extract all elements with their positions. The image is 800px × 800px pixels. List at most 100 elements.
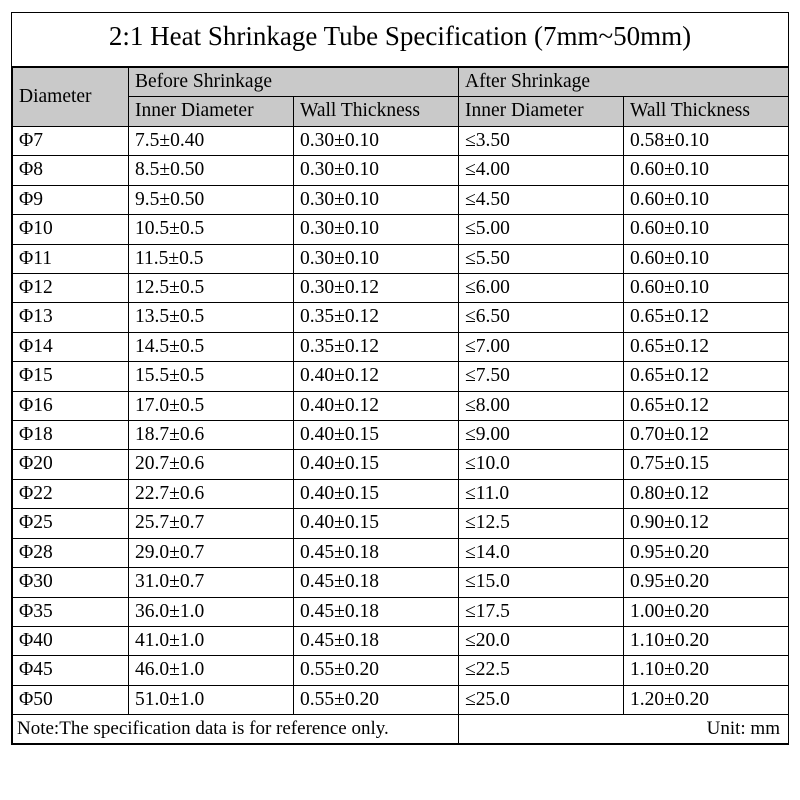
cell-d: Φ12: [13, 273, 129, 302]
cell-b_id: 22.7±0.6: [129, 479, 294, 508]
cell-b_wt: 0.45±0.18: [294, 627, 459, 656]
table-title: 2:1 Heat Shrinkage Tube Specification (7…: [12, 13, 788, 67]
cell-d: Φ8: [13, 156, 129, 185]
table-row: Φ1010.5±0.50.30±0.10≤5.000.60±0.10: [13, 215, 789, 244]
table-row: Φ2020.7±0.60.40±0.15≤10.00.75±0.15: [13, 450, 789, 479]
cell-a_wt: 0.65±0.12: [624, 303, 789, 332]
cell-b_wt: 0.30±0.10: [294, 126, 459, 155]
cell-a_id: ≤15.0: [459, 568, 624, 597]
cell-b_wt: 0.30±0.12: [294, 273, 459, 302]
header-diameter: Diameter: [13, 68, 129, 127]
cell-a_wt: 0.70±0.12: [624, 421, 789, 450]
cell-a_id: ≤8.00: [459, 391, 624, 420]
header-before-inner: Inner Diameter: [129, 97, 294, 126]
cell-d: Φ11: [13, 244, 129, 273]
cell-b_id: 25.7±0.7: [129, 509, 294, 538]
table-row: Φ5051.0±1.00.55±0.20≤25.01.20±0.20: [13, 685, 789, 714]
cell-a_wt: 0.65±0.12: [624, 362, 789, 391]
cell-b_wt: 0.35±0.12: [294, 303, 459, 332]
table-row: Φ4041.0±1.00.45±0.18≤20.01.10±0.20: [13, 627, 789, 656]
header-after-wall: Wall Thickness: [624, 97, 789, 126]
cell-b_wt: 0.45±0.18: [294, 568, 459, 597]
cell-b_wt: 0.30±0.10: [294, 215, 459, 244]
cell-b_wt: 0.30±0.10: [294, 185, 459, 214]
cell-d: Φ50: [13, 685, 129, 714]
cell-b_id: 7.5±0.40: [129, 126, 294, 155]
spec-table: Diameter Before Shrinkage After Shrinkag…: [12, 67, 789, 744]
table-row: Φ4546.0±1.00.55±0.20≤22.51.10±0.20: [13, 656, 789, 685]
table-row: Φ99.5±0.500.30±0.10≤4.500.60±0.10: [13, 185, 789, 214]
cell-b_wt: 0.40±0.15: [294, 509, 459, 538]
cell-d: Φ7: [13, 126, 129, 155]
cell-b_id: 36.0±1.0: [129, 597, 294, 626]
cell-d: Φ14: [13, 332, 129, 361]
cell-d: Φ30: [13, 568, 129, 597]
cell-a_wt: 0.95±0.20: [624, 568, 789, 597]
table-row: Φ2525.7±0.70.40±0.15≤12.50.90±0.12: [13, 509, 789, 538]
cell-b_wt: 0.40±0.12: [294, 362, 459, 391]
cell-b_wt: 0.40±0.15: [294, 450, 459, 479]
cell-b_id: 8.5±0.50: [129, 156, 294, 185]
cell-a_wt: 0.60±0.10: [624, 244, 789, 273]
cell-d: Φ35: [13, 597, 129, 626]
cell-b_id: 51.0±1.0: [129, 685, 294, 714]
table-row: Φ1111.5±0.50.30±0.10≤5.500.60±0.10: [13, 244, 789, 273]
spec-table-container: 2:1 Heat Shrinkage Tube Specification (7…: [11, 12, 789, 745]
cell-b_id: 10.5±0.5: [129, 215, 294, 244]
cell-a_wt: 0.95±0.20: [624, 538, 789, 567]
table-row: Φ2829.0±0.70.45±0.18≤14.00.95±0.20: [13, 538, 789, 567]
footer-unit: Unit: mm: [459, 715, 789, 744]
cell-b_wt: 0.30±0.10: [294, 156, 459, 185]
cell-b_id: 13.5±0.5: [129, 303, 294, 332]
cell-d: Φ28: [13, 538, 129, 567]
cell-d: Φ25: [13, 509, 129, 538]
cell-a_id: ≤4.50: [459, 185, 624, 214]
cell-b_id: 17.0±0.5: [129, 391, 294, 420]
cell-a_id: ≤20.0: [459, 627, 624, 656]
cell-b_wt: 0.30±0.10: [294, 244, 459, 273]
cell-b_wt: 0.40±0.15: [294, 479, 459, 508]
cell-b_wt: 0.55±0.20: [294, 656, 459, 685]
table-row: Φ1313.5±0.50.35±0.12≤6.500.65±0.12: [13, 303, 789, 332]
cell-d: Φ15: [13, 362, 129, 391]
cell-a_wt: 1.20±0.20: [624, 685, 789, 714]
cell-d: Φ22: [13, 479, 129, 508]
table-row: Φ88.5±0.500.30±0.10≤4.000.60±0.10: [13, 156, 789, 185]
cell-a_wt: 0.60±0.10: [624, 273, 789, 302]
table-body: Φ77.5±0.400.30±0.10≤3.500.58±0.10Φ88.5±0…: [13, 126, 789, 714]
cell-a_id: ≤4.00: [459, 156, 624, 185]
cell-a_id: ≤25.0: [459, 685, 624, 714]
cell-b_id: 14.5±0.5: [129, 332, 294, 361]
cell-a_id: ≤7.50: [459, 362, 624, 391]
table-row: Φ3536.0±1.00.45±0.18≤17.51.00±0.20: [13, 597, 789, 626]
cell-a_wt: 1.00±0.20: [624, 597, 789, 626]
cell-a_id: ≤14.0: [459, 538, 624, 567]
cell-b_id: 41.0±1.0: [129, 627, 294, 656]
cell-d: Φ16: [13, 391, 129, 420]
cell-a_id: ≤11.0: [459, 479, 624, 508]
cell-a_id: ≤5.00: [459, 215, 624, 244]
cell-a_id: ≤6.50: [459, 303, 624, 332]
table-row: Φ1617.0±0.50.40±0.12≤8.000.65±0.12: [13, 391, 789, 420]
cell-a_id: ≤10.0: [459, 450, 624, 479]
cell-b_wt: 0.45±0.18: [294, 538, 459, 567]
table-row: Φ1818.7±0.60.40±0.15≤9.000.70±0.12: [13, 421, 789, 450]
cell-d: Φ10: [13, 215, 129, 244]
cell-a_wt: 0.60±0.10: [624, 156, 789, 185]
footer-note: Note:The specification data is for refer…: [13, 715, 459, 744]
cell-a_id: ≤17.5: [459, 597, 624, 626]
header-before-wall: Wall Thickness: [294, 97, 459, 126]
cell-a_id: ≤6.00: [459, 273, 624, 302]
cell-a_wt: 0.65±0.12: [624, 332, 789, 361]
cell-a_id: ≤7.00: [459, 332, 624, 361]
cell-b_wt: 0.35±0.12: [294, 332, 459, 361]
cell-b_wt: 0.45±0.18: [294, 597, 459, 626]
cell-a_id: ≤22.5: [459, 656, 624, 685]
cell-d: Φ20: [13, 450, 129, 479]
cell-a_id: ≤9.00: [459, 421, 624, 450]
header-before: Before Shrinkage: [129, 68, 459, 97]
cell-b_id: 18.7±0.6: [129, 421, 294, 450]
cell-b_id: 29.0±0.7: [129, 538, 294, 567]
cell-a_wt: 0.90±0.12: [624, 509, 789, 538]
cell-b_wt: 0.40±0.12: [294, 391, 459, 420]
